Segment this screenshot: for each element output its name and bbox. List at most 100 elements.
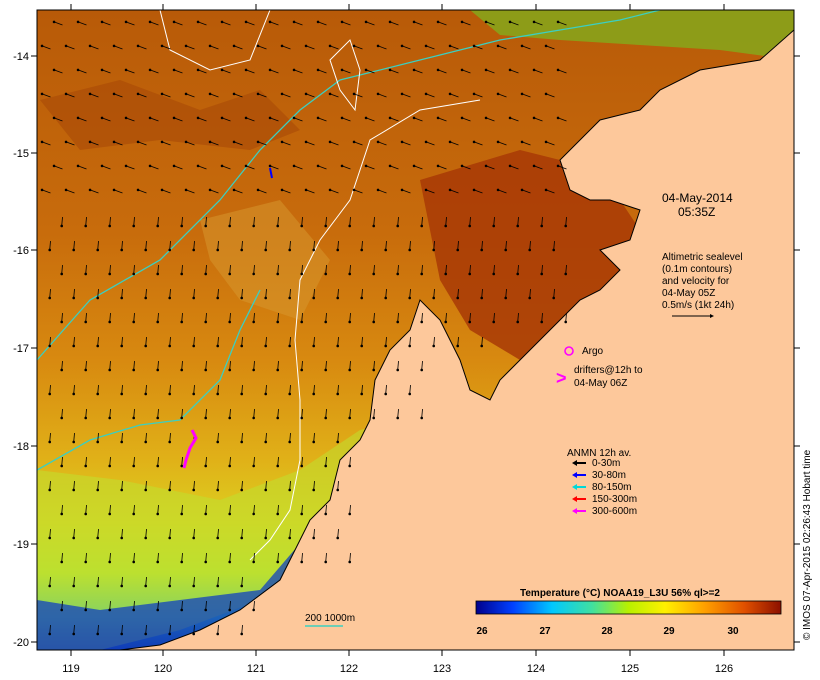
colorbar-tick-label: 30 — [727, 626, 739, 637]
velocity-arrow — [253, 600, 255, 611]
velocity-arrow — [301, 360, 303, 371]
velocity-arrow — [49, 624, 51, 635]
velocity-arrowhead — [444, 224, 448, 228]
velocity-arrow — [361, 336, 363, 347]
velocity-arrowhead — [184, 188, 188, 192]
velocity-arrow — [445, 312, 447, 323]
velocity-arrow — [325, 360, 327, 371]
velocity-arrowhead — [408, 392, 412, 396]
velocity-arrowhead — [148, 20, 152, 24]
velocity-arrowhead — [232, 188, 236, 192]
velocity-arrowhead — [468, 320, 472, 324]
velocity-arrow — [173, 165, 183, 170]
isobath-200m-south — [37, 289, 261, 471]
velocity-arrow — [121, 528, 123, 539]
velocity-arrow — [209, 93, 219, 98]
velocity-arrowhead — [360, 392, 364, 396]
velocity-arrowhead — [72, 440, 76, 444]
velocity-arrowhead — [168, 536, 172, 540]
velocity-arrow — [305, 141, 315, 146]
velocity-arrow — [481, 240, 483, 251]
velocity-arrowhead — [436, 20, 440, 24]
velocity-arrow — [73, 528, 75, 539]
velocity-arrow — [541, 264, 543, 275]
velocity-arrowhead — [388, 20, 392, 24]
velocity-arrow — [457, 240, 459, 251]
velocity-arrowhead — [72, 632, 76, 636]
velocity-arrow — [469, 264, 471, 275]
velocity-arrow — [337, 288, 339, 299]
velocity-arrowhead — [516, 224, 520, 228]
velocity-arrow — [137, 45, 147, 50]
velocity-arrowhead — [148, 116, 152, 120]
velocity-arrow — [497, 141, 507, 146]
velocity-arrow — [533, 117, 543, 122]
velocity-arrowhead — [232, 140, 236, 144]
velocity-arrow — [433, 240, 435, 251]
velocity-arrowhead — [192, 296, 196, 300]
drifter-tracks — [182, 167, 273, 469]
velocity-arrow — [349, 264, 351, 275]
velocity-arrow — [205, 408, 207, 419]
velocity-arrow — [133, 264, 135, 275]
velocity-arrow — [181, 312, 183, 323]
velocity-arrowhead — [216, 632, 220, 636]
velocity-arrowhead — [196, 20, 200, 24]
velocity-arrow — [293, 165, 303, 170]
velocity-arrow — [85, 312, 87, 323]
velocity-arrowhead — [268, 68, 272, 72]
velocity-arrowhead — [352, 92, 356, 96]
velocity-arrow — [425, 45, 435, 50]
velocity-arrow — [325, 504, 327, 515]
velocity-arrowhead — [372, 224, 376, 228]
velocity-arrowhead — [268, 116, 272, 120]
velocity-arrow — [349, 504, 351, 515]
velocity-arrowhead — [208, 188, 212, 192]
velocity-arrow — [61, 360, 63, 371]
velocity-arrowhead — [88, 140, 92, 144]
velocity-arrowhead — [456, 248, 460, 252]
velocity-arrowhead — [348, 224, 352, 228]
velocity-arrow — [397, 360, 399, 371]
velocity-arrowhead — [40, 188, 44, 192]
velocity-arrow — [505, 288, 507, 299]
velocity-arrowhead — [364, 20, 368, 24]
velocity-arrowhead — [412, 164, 416, 168]
velocity-arrowhead — [240, 296, 244, 300]
velocity-arrow — [89, 93, 99, 98]
velocity-arrowhead — [300, 368, 304, 372]
velocity-arrow — [257, 45, 267, 50]
velocity-arrowhead — [252, 224, 256, 228]
velocity-arrowhead — [184, 44, 188, 48]
velocity-arrow — [409, 288, 411, 299]
velocity-arrow — [365, 165, 375, 170]
velocity-arrowhead — [508, 20, 512, 24]
velocity-arrow — [85, 408, 87, 419]
velocity-arrowhead — [196, 164, 200, 168]
velocity-arrowhead — [364, 116, 368, 120]
velocity-arrow — [149, 165, 159, 170]
velocity-arrowhead — [472, 44, 476, 48]
velocity-arrowhead — [444, 272, 448, 276]
velocity-arrow — [121, 624, 123, 635]
velocity-arrowhead — [216, 536, 220, 540]
velocity-arrow — [253, 264, 255, 275]
velocity-arrow — [437, 21, 447, 26]
velocity-arrowhead — [400, 92, 404, 96]
velocity-arrowhead — [144, 584, 148, 588]
velocity-arrowhead — [316, 20, 320, 24]
velocity-arrow — [401, 141, 411, 146]
velocity-arrowhead — [340, 20, 344, 24]
velocity-arrow — [353, 189, 363, 194]
velocity-arrow — [133, 216, 135, 227]
velocity-arrow — [341, 117, 351, 122]
velocity-arrowhead — [204, 368, 208, 372]
velocity-arrowhead — [556, 164, 560, 168]
velocity-arrowhead — [120, 296, 124, 300]
velocity-arrow — [445, 264, 447, 275]
velocity-arrowhead — [228, 272, 232, 276]
velocity-arrow — [61, 552, 63, 563]
velocity-arrow — [277, 264, 279, 275]
velocity-arrowhead — [228, 416, 232, 420]
velocity-arrowhead — [108, 368, 112, 372]
